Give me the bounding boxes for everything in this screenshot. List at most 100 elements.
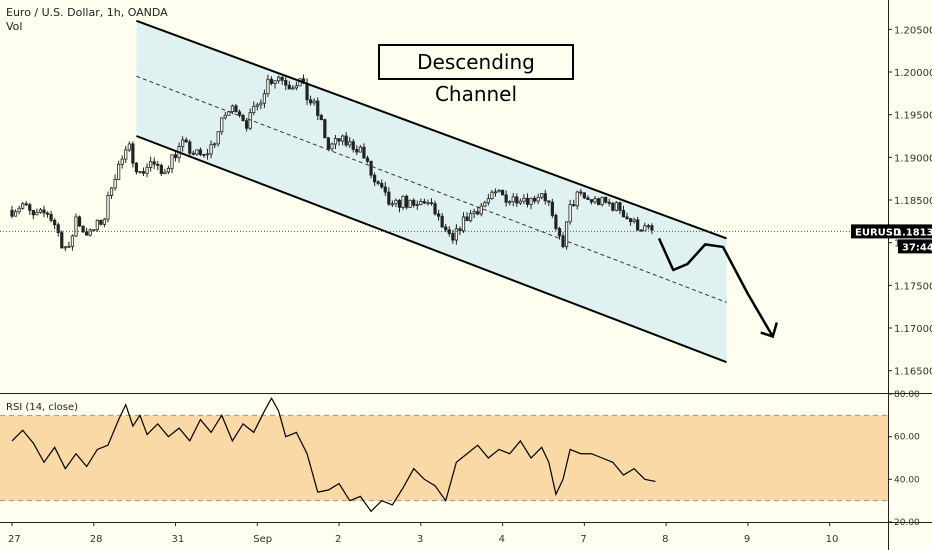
- x-tick-label: 4: [499, 534, 505, 545]
- candle-body: [586, 197, 590, 200]
- candle-body: [28, 204, 32, 211]
- candle-body: [195, 149, 199, 155]
- candle-body: [412, 199, 416, 206]
- countdown-label: 37:44: [902, 242, 932, 253]
- candle-body: [543, 193, 547, 202]
- candle-body: [387, 191, 391, 205]
- candle-body: [604, 196, 608, 203]
- x-tick-label: 9: [744, 534, 750, 545]
- candle-body: [440, 215, 444, 228]
- candle-body: [127, 143, 131, 151]
- candle-body: [383, 186, 387, 193]
- candle-body: [564, 221, 569, 248]
- candle-body: [515, 196, 519, 204]
- candle-body: [625, 216, 629, 219]
- candle-body: [35, 211, 39, 216]
- candle-body: [294, 85, 299, 89]
- candle-body: [618, 202, 622, 211]
- candle-body: [632, 219, 636, 223]
- candle-body: [422, 201, 426, 204]
- candle-body: [483, 202, 487, 207]
- channel-annotation[interactable]: Descending Channel: [378, 44, 574, 106]
- y-tick-label: 1.17000: [894, 324, 932, 335]
- candle-body: [53, 219, 57, 226]
- candle-body: [81, 225, 85, 233]
- candle-body: [490, 191, 494, 200]
- candle-body: [643, 225, 647, 232]
- candle-body: [337, 138, 341, 142]
- candle-body: [525, 197, 530, 205]
- y-tick-label: 1.18500: [894, 196, 932, 207]
- forecast-arrowhead: [760, 322, 778, 339]
- candle-body: [181, 139, 185, 147]
- channel-upper-line: [136, 19, 727, 240]
- candle-body: [468, 213, 473, 222]
- candle-body: [376, 181, 380, 184]
- rsi-tick-label: 20.00: [894, 518, 920, 528]
- candle-body: [88, 229, 92, 236]
- volume-label: Vol: [6, 20, 23, 33]
- candle-body: [394, 199, 398, 205]
- candle-body: [600, 196, 604, 206]
- candle-body: [284, 79, 288, 86]
- rsi-tick-label: 40.00: [894, 475, 920, 485]
- candle-body: [141, 171, 146, 174]
- candle-body: [472, 211, 476, 214]
- candle-body: [255, 104, 259, 107]
- candle-body: [319, 115, 323, 121]
- candle-body: [547, 200, 551, 203]
- candle-body: [380, 182, 384, 188]
- candle-body: [557, 228, 562, 237]
- channel-fill: [136, 20, 727, 363]
- candle-body: [56, 224, 60, 233]
- rsi-label: RSI (14, close): [6, 402, 79, 413]
- candle-body: [31, 209, 35, 216]
- candle-body: [426, 202, 430, 205]
- x-tick-label: 28: [90, 534, 103, 545]
- candle-body: [351, 141, 355, 150]
- candle-body: [508, 201, 512, 204]
- candle-body: [390, 203, 394, 206]
- candle-body: [405, 195, 409, 208]
- candle-body: [419, 201, 423, 205]
- candle-body: [156, 163, 160, 166]
- candle-body: [273, 80, 277, 84]
- candle-body: [106, 195, 110, 220]
- candle-body: [500, 190, 505, 196]
- candle-body: [639, 229, 643, 232]
- candle-body: [511, 196, 515, 203]
- candle-body: [120, 158, 124, 165]
- candle-body: [504, 194, 508, 203]
- candle-body: [614, 202, 618, 211]
- candle-body: [326, 137, 330, 150]
- candle-body: [17, 207, 21, 213]
- candle-body: [316, 100, 320, 116]
- candle-body: [572, 204, 576, 207]
- candle-body: [237, 111, 242, 116]
- candle-body: [191, 152, 195, 155]
- candle-body: [202, 154, 206, 156]
- candle-body: [173, 154, 178, 159]
- candle-body: [397, 199, 402, 208]
- candle-body: [607, 201, 611, 204]
- candle-body: [568, 204, 572, 223]
- candle-body: [550, 201, 554, 216]
- candle-body: [444, 226, 448, 231]
- candle-body: [95, 219, 99, 231]
- candle-body: [205, 153, 210, 156]
- candle-body: [305, 82, 309, 101]
- candle-body: [280, 76, 284, 81]
- candle-body: [646, 225, 650, 228]
- candle-body: [38, 209, 43, 213]
- candle-body: [220, 117, 224, 133]
- candle-body: [92, 229, 96, 232]
- rsi-line: [11, 397, 656, 513]
- candle-body: [213, 143, 217, 146]
- candle-body: [465, 216, 469, 222]
- candle-body: [433, 203, 437, 215]
- candle-body: [476, 211, 480, 215]
- x-tick-label: 3: [417, 534, 423, 545]
- y-tick-label: 1.20000: [894, 68, 932, 79]
- candle-body: [113, 179, 117, 189]
